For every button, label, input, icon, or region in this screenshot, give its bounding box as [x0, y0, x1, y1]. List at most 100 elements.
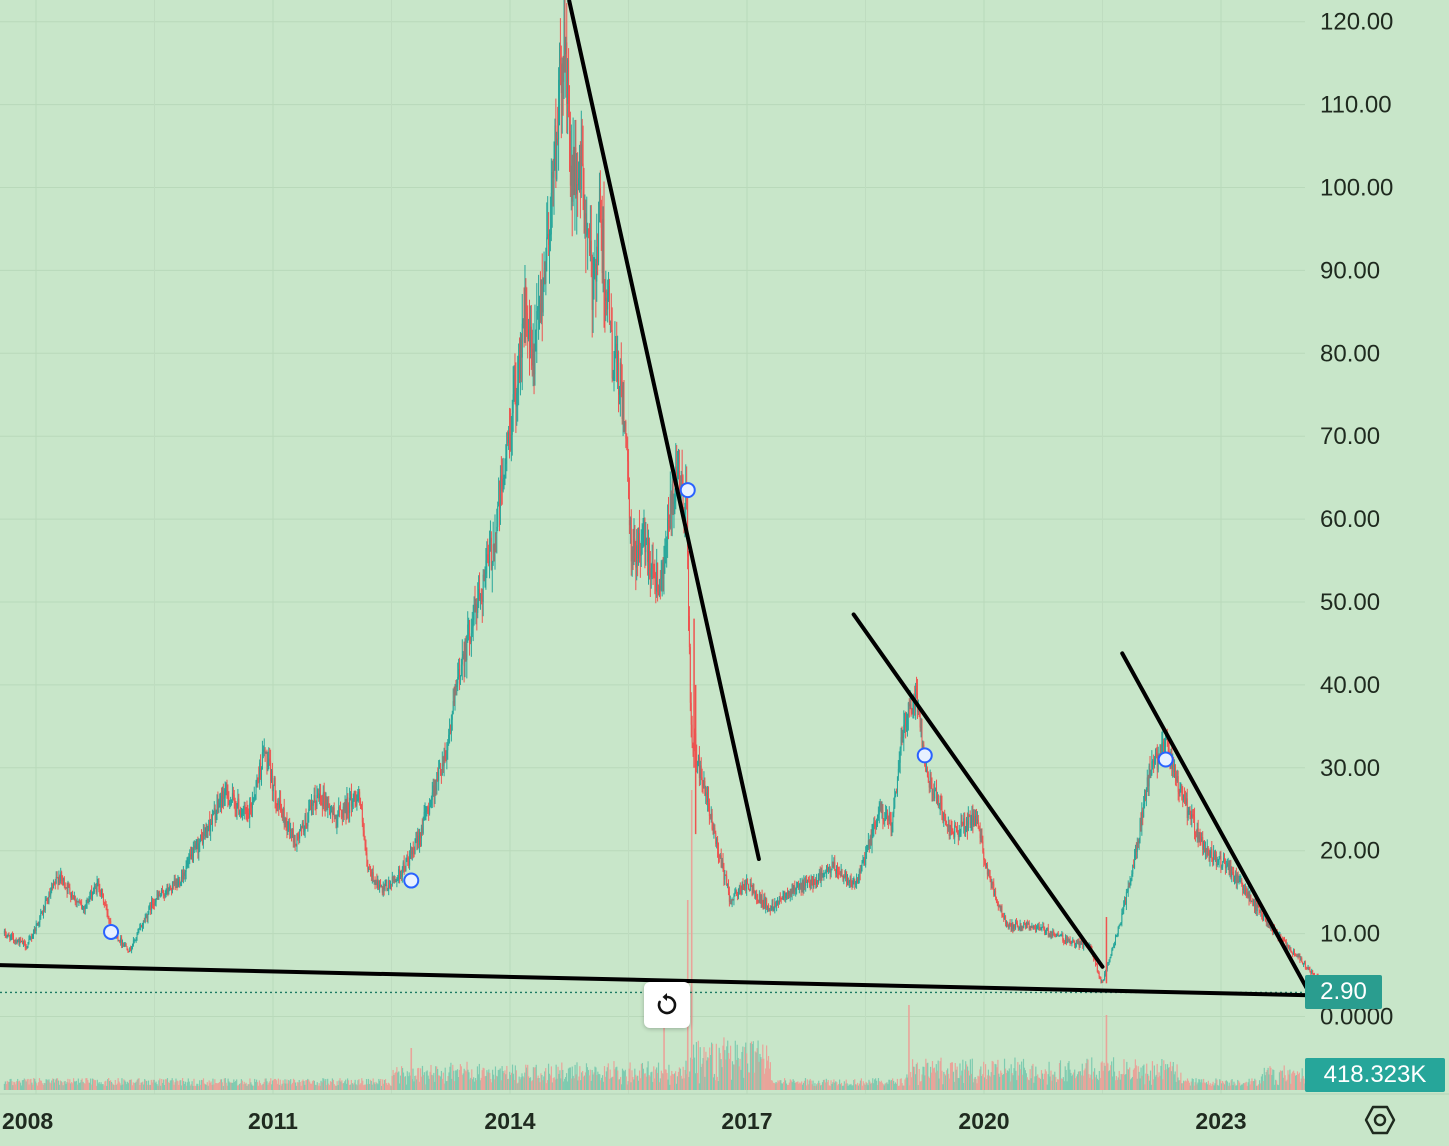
trendline[interactable]	[567, 0, 761, 861]
candle-body	[372, 872, 374, 882]
volume-bar	[796, 1082, 798, 1090]
candle-body	[136, 932, 138, 938]
candle-body	[823, 873, 825, 875]
candle-body	[616, 343, 618, 382]
x-tick-label: 2011	[248, 1108, 298, 1134]
volume-bar	[222, 1085, 224, 1090]
candle-body	[573, 149, 575, 196]
settings-button[interactable]	[1360, 1100, 1400, 1140]
volume-bar	[1240, 1084, 1243, 1090]
volume-bar	[414, 1075, 416, 1090]
candle-body	[415, 839, 417, 842]
candle-body	[642, 525, 644, 535]
candle-body	[36, 923, 38, 925]
candle-body	[257, 777, 259, 779]
candle-body	[391, 876, 393, 885]
candle-body	[443, 755, 445, 766]
candle-body	[867, 840, 869, 848]
event-marker[interactable]	[103, 923, 120, 940]
candle-body	[366, 853, 368, 867]
trendline[interactable]	[1120, 651, 1309, 990]
volume-bar	[448, 1072, 450, 1090]
candle-body	[1060, 935, 1062, 937]
candle-body	[904, 713, 906, 725]
candle-body	[1257, 904, 1259, 906]
candle-body	[358, 791, 360, 793]
candle-body	[333, 807, 335, 817]
candle-body	[1246, 893, 1248, 897]
volume-bar	[288, 1080, 290, 1090]
candle-body	[1068, 939, 1070, 941]
volume-bar	[1102, 1070, 1104, 1090]
volume-bar	[683, 1078, 685, 1090]
candle-body	[1172, 764, 1174, 769]
volume-bar	[677, 1071, 680, 1090]
volume-bar	[78, 1082, 80, 1090]
volume-bar	[9, 1079, 11, 1090]
volume-bar	[1132, 1069, 1135, 1090]
volume-bar	[135, 1081, 137, 1090]
trendline[interactable]	[0, 963, 1334, 998]
volume-bar	[245, 1082, 247, 1090]
volume-bar	[415, 1075, 417, 1090]
candle-body	[434, 787, 436, 797]
volume-bar	[203, 1083, 206, 1090]
candle-body	[286, 821, 288, 831]
volume-bar	[388, 1083, 390, 1090]
candle-body	[224, 792, 226, 798]
trendline[interactable]	[851, 612, 1105, 969]
candle-body	[706, 792, 708, 803]
volume-bar	[1185, 1081, 1188, 1090]
candle-body	[800, 883, 802, 890]
volume-bar	[136, 1079, 138, 1090]
event-marker[interactable]	[916, 747, 933, 764]
candle-body	[488, 559, 490, 563]
volume-bar	[1184, 1081, 1186, 1090]
candle-body	[793, 886, 795, 892]
volume-bar	[198, 1085, 200, 1090]
candle-body	[1144, 794, 1146, 804]
candle-body	[494, 532, 496, 550]
volume-bar	[996, 1067, 998, 1090]
volume-bar	[409, 1075, 411, 1090]
candle-body	[1012, 922, 1014, 929]
candle-body	[46, 899, 48, 901]
volume-bar	[847, 1085, 849, 1090]
candle-body	[41, 912, 43, 914]
volume-bar	[984, 1077, 986, 1090]
volume-bar	[729, 1045, 732, 1090]
candle-body	[863, 857, 865, 859]
volume-bar	[164, 1084, 166, 1090]
volume-bar	[435, 1066, 437, 1090]
candle-body	[178, 879, 180, 882]
candle-body	[19, 939, 21, 945]
volume-bar	[57, 1080, 60, 1090]
candle-body	[71, 894, 73, 898]
candle-body	[194, 845, 196, 849]
candle-body	[429, 806, 431, 814]
candle-body	[64, 886, 66, 889]
volume-bar	[1061, 1078, 1063, 1090]
candle-body	[418, 835, 420, 845]
candle-body	[4, 930, 6, 936]
volume-bar	[809, 1078, 811, 1090]
reset-button[interactable]	[644, 982, 690, 1028]
volume-bar	[1216, 1079, 1218, 1090]
event-marker[interactable]	[679, 482, 696, 499]
candle-body	[748, 889, 750, 891]
candle-body	[1178, 791, 1180, 794]
candle-body	[344, 799, 346, 812]
candle-body	[855, 883, 857, 885]
volume-bar	[502, 1071, 504, 1090]
volume-bar	[997, 1059, 999, 1090]
volume-bar	[852, 1085, 854, 1090]
volume-bar	[725, 1059, 727, 1090]
candle-body	[137, 931, 139, 933]
volume-bar	[807, 1084, 809, 1090]
event-marker[interactable]	[1157, 751, 1174, 768]
volume-bar	[873, 1083, 875, 1090]
candle-body	[212, 813, 214, 815]
volume-bar	[150, 1079, 152, 1090]
event-marker[interactable]	[403, 872, 420, 889]
